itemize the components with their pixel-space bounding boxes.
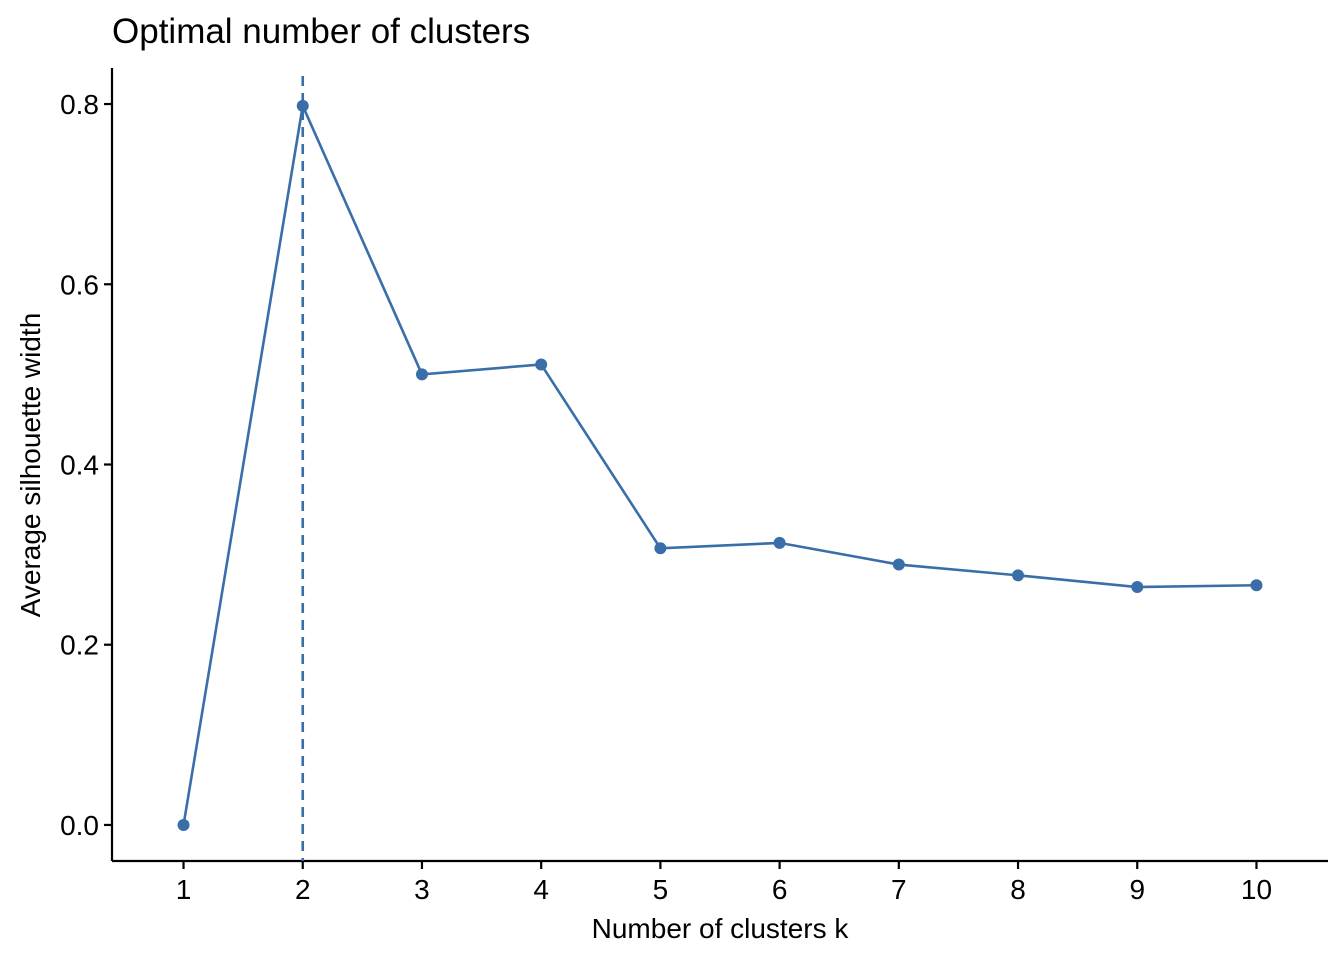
x-tick-label: 1 <box>176 874 192 905</box>
x-axis-ticks: 1 2 3 4 5 6 7 8 9 10 <box>176 861 1272 905</box>
y-tick-label: 0.4 <box>60 450 99 481</box>
x-tick-label: 8 <box>1010 874 1026 905</box>
x-tick-label: 5 <box>653 874 669 905</box>
data-point <box>773 536 786 549</box>
x-tick-label: 4 <box>533 874 549 905</box>
series-points <box>177 99 1263 831</box>
x-tick-label: 7 <box>891 874 907 905</box>
data-point <box>1250 579 1263 592</box>
x-axis-title: Number of clusters k <box>592 913 850 944</box>
y-axis-title: Average silhouette width <box>15 313 46 618</box>
data-point <box>296 99 309 112</box>
data-point <box>535 358 548 371</box>
series-line <box>182 101 1257 826</box>
x-tick-label: 6 <box>772 874 788 905</box>
data-point <box>1131 581 1144 594</box>
x-tick-label: 10 <box>1241 874 1272 905</box>
data-point <box>415 368 428 381</box>
y-tick-label: 0.2 <box>60 630 99 661</box>
plot-area: 0.0 0.2 0.4 0.6 0.8 1 2 3 4 5 6 7 8 9 10 <box>60 68 1328 905</box>
series-silhouette <box>177 99 1263 831</box>
x-tick-label: 3 <box>414 874 430 905</box>
x-tick-label: 9 <box>1129 874 1145 905</box>
y-tick-label: 0.8 <box>60 89 99 120</box>
y-tick-label: 0.0 <box>60 810 99 841</box>
data-point <box>892 558 905 571</box>
x-tick-label: 2 <box>295 874 311 905</box>
data-point <box>177 818 190 831</box>
data-point <box>654 542 667 555</box>
y-axis-ticks: 0.0 0.2 0.4 0.6 0.8 <box>60 89 112 841</box>
data-point <box>1012 569 1025 582</box>
chart-title: Optimal number of clusters <box>112 12 530 51</box>
y-tick-label: 0.6 <box>60 269 99 300</box>
